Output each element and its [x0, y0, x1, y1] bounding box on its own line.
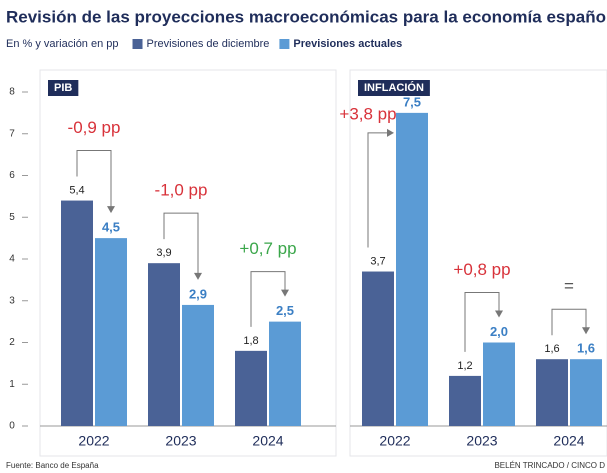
- value-label: 7,5: [403, 94, 421, 109]
- y-tick-label: 5: [9, 212, 15, 223]
- bar: [61, 200, 93, 426]
- bar: [148, 263, 180, 426]
- y-tick-label: 7: [9, 128, 15, 139]
- annotation: +0,7 pp: [239, 239, 296, 258]
- arrow: [464, 292, 500, 352]
- panel-label: PIB: [54, 82, 72, 94]
- y-tick-label: 4: [9, 254, 15, 265]
- x-tick-label: 2024: [252, 433, 283, 449]
- value-label: 1,2: [457, 360, 472, 372]
- annotation: -0,9 pp: [68, 118, 121, 137]
- x-tick-label: 2023: [466, 433, 497, 449]
- bar: [449, 375, 481, 426]
- bar: [269, 321, 301, 426]
- panel-label-box: [48, 80, 79, 96]
- bar: [235, 350, 267, 426]
- bar: [483, 342, 515, 426]
- subtitle: En % y variación en pp: [6, 38, 119, 50]
- x-tick-label: 2022: [78, 433, 109, 449]
- annotation: =: [564, 277, 574, 296]
- arrow-head: [281, 289, 289, 297]
- legend-swatch: [279, 39, 290, 49]
- value-label: 4,5: [102, 220, 120, 235]
- y-tick-label: 8: [9, 87, 15, 98]
- arrow: [551, 308, 587, 336]
- value-label: 2,9: [189, 286, 207, 301]
- bar: [536, 359, 568, 426]
- arrow-head: [107, 206, 115, 214]
- arrow: [76, 150, 112, 209]
- y-tick-label: 2: [9, 337, 15, 348]
- value-label: 2,0: [490, 324, 508, 339]
- y-tick-label: 3: [9, 295, 15, 306]
- bar: [362, 271, 394, 426]
- y-tick-label: 0: [9, 421, 15, 432]
- arrow: [163, 212, 199, 275]
- y-tick-label: 6: [9, 170, 15, 181]
- value-label: 3,7: [370, 255, 385, 267]
- x-tick-label: 2023: [165, 433, 196, 449]
- x-tick-label: 2022: [379, 433, 410, 449]
- panel-label: INFLACIÓN: [364, 81, 424, 94]
- bar: [182, 304, 214, 426]
- y-tick-label: 1: [9, 379, 15, 390]
- panel-label-box: [358, 80, 430, 96]
- value-label: 5,4: [69, 184, 84, 196]
- value-label: 1,6: [544, 343, 559, 355]
- arrow: [367, 132, 390, 248]
- arrow-head: [582, 327, 590, 335]
- legend-swatch: [132, 39, 143, 49]
- value-label: 1,6: [577, 341, 595, 356]
- legend-label: Previsiones de diciembre: [147, 38, 270, 50]
- arrow-head: [194, 272, 202, 280]
- bar: [570, 359, 602, 426]
- arrow: [250, 271, 286, 327]
- arrow-head: [387, 128, 394, 137]
- value-label: 2,5: [276, 303, 294, 318]
- bar: [396, 112, 428, 426]
- legend-label: Previsiones actuales: [293, 38, 402, 50]
- credit: BELÉN TRINCADO / CINCO D: [494, 461, 605, 470]
- annotation: +3,8 pp: [339, 104, 396, 123]
- annotation: -1,0 pp: [155, 181, 208, 200]
- chart-title: Revisión de las proyecciones macroeconóm…: [6, 7, 607, 26]
- value-label: 3,9: [156, 247, 171, 259]
- bar: [95, 238, 127, 426]
- arrow-head: [495, 310, 503, 318]
- annotation: +0,8 pp: [453, 260, 510, 279]
- x-tick-label: 2024: [553, 433, 584, 449]
- source: Fuente: Banco de España: [6, 461, 99, 470]
- value-label: 1,8: [243, 335, 258, 347]
